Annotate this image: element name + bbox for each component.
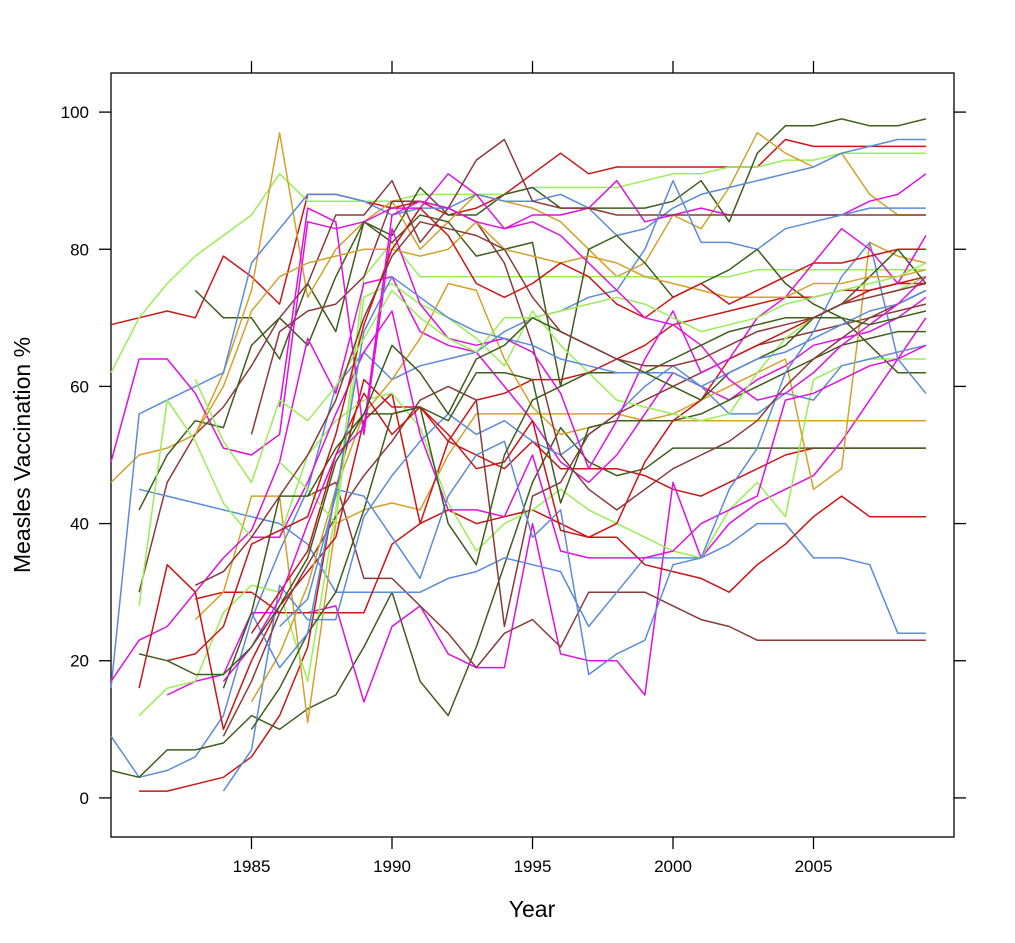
x-tick-label-1990: 1990 [373,857,411,876]
y-tick-label-80: 80 [70,240,89,259]
series-line-37 [138,310,927,676]
series-line-26 [250,241,927,676]
series-line-5 [110,138,926,689]
series-line-35 [194,262,927,484]
y-tick-label-0: 0 [80,789,89,808]
y-tick-label-20: 20 [70,652,89,671]
series-line-16 [138,241,926,717]
x-axis-ticks: 1985 1990 1995 2000 2005 [233,61,833,876]
series-line-7 [138,138,926,593]
series-line-38 [194,221,927,586]
series-line-33 [279,275,927,628]
x-tick-label-1985: 1985 [233,857,271,876]
series-line-13 [138,488,926,635]
series-line-25 [251,310,927,559]
series-line-31 [222,248,927,689]
y-axis-title: Measles Vaccination % [9,337,35,573]
series-line-8 [110,179,926,779]
series-line-17 [138,214,926,511]
series-line-21 [222,344,927,792]
series-line-28 [279,276,927,525]
x-tick-label-2005: 2005 [795,857,833,876]
y-axis-ticks: 0 20 40 60 80 100 [61,103,966,808]
x-axis-title: Year [509,896,556,922]
x-tick-label-1995: 1995 [514,857,552,876]
series-line-1 [110,138,926,326]
y-tick-label-40: 40 [70,515,89,534]
series-line-36 [222,200,927,682]
y-tick-label-60: 60 [70,377,89,396]
series-line-30 [278,207,927,470]
series-line-29 [250,200,927,511]
series-line-23 [250,241,927,703]
series-line-22 [222,303,927,737]
series-line-10 [110,426,926,779]
series-line-32 [194,221,927,435]
series-line-34 [167,207,926,662]
x-tick-label-2000: 2000 [654,857,692,876]
series-line-19 [138,282,926,731]
series-line-4 [110,131,926,483]
series-line-18 [110,275,927,682]
y-tick-label-100: 100 [61,103,89,122]
series-line-14 [195,495,926,614]
series-line-15 [194,413,926,724]
series-layer [110,118,927,792]
